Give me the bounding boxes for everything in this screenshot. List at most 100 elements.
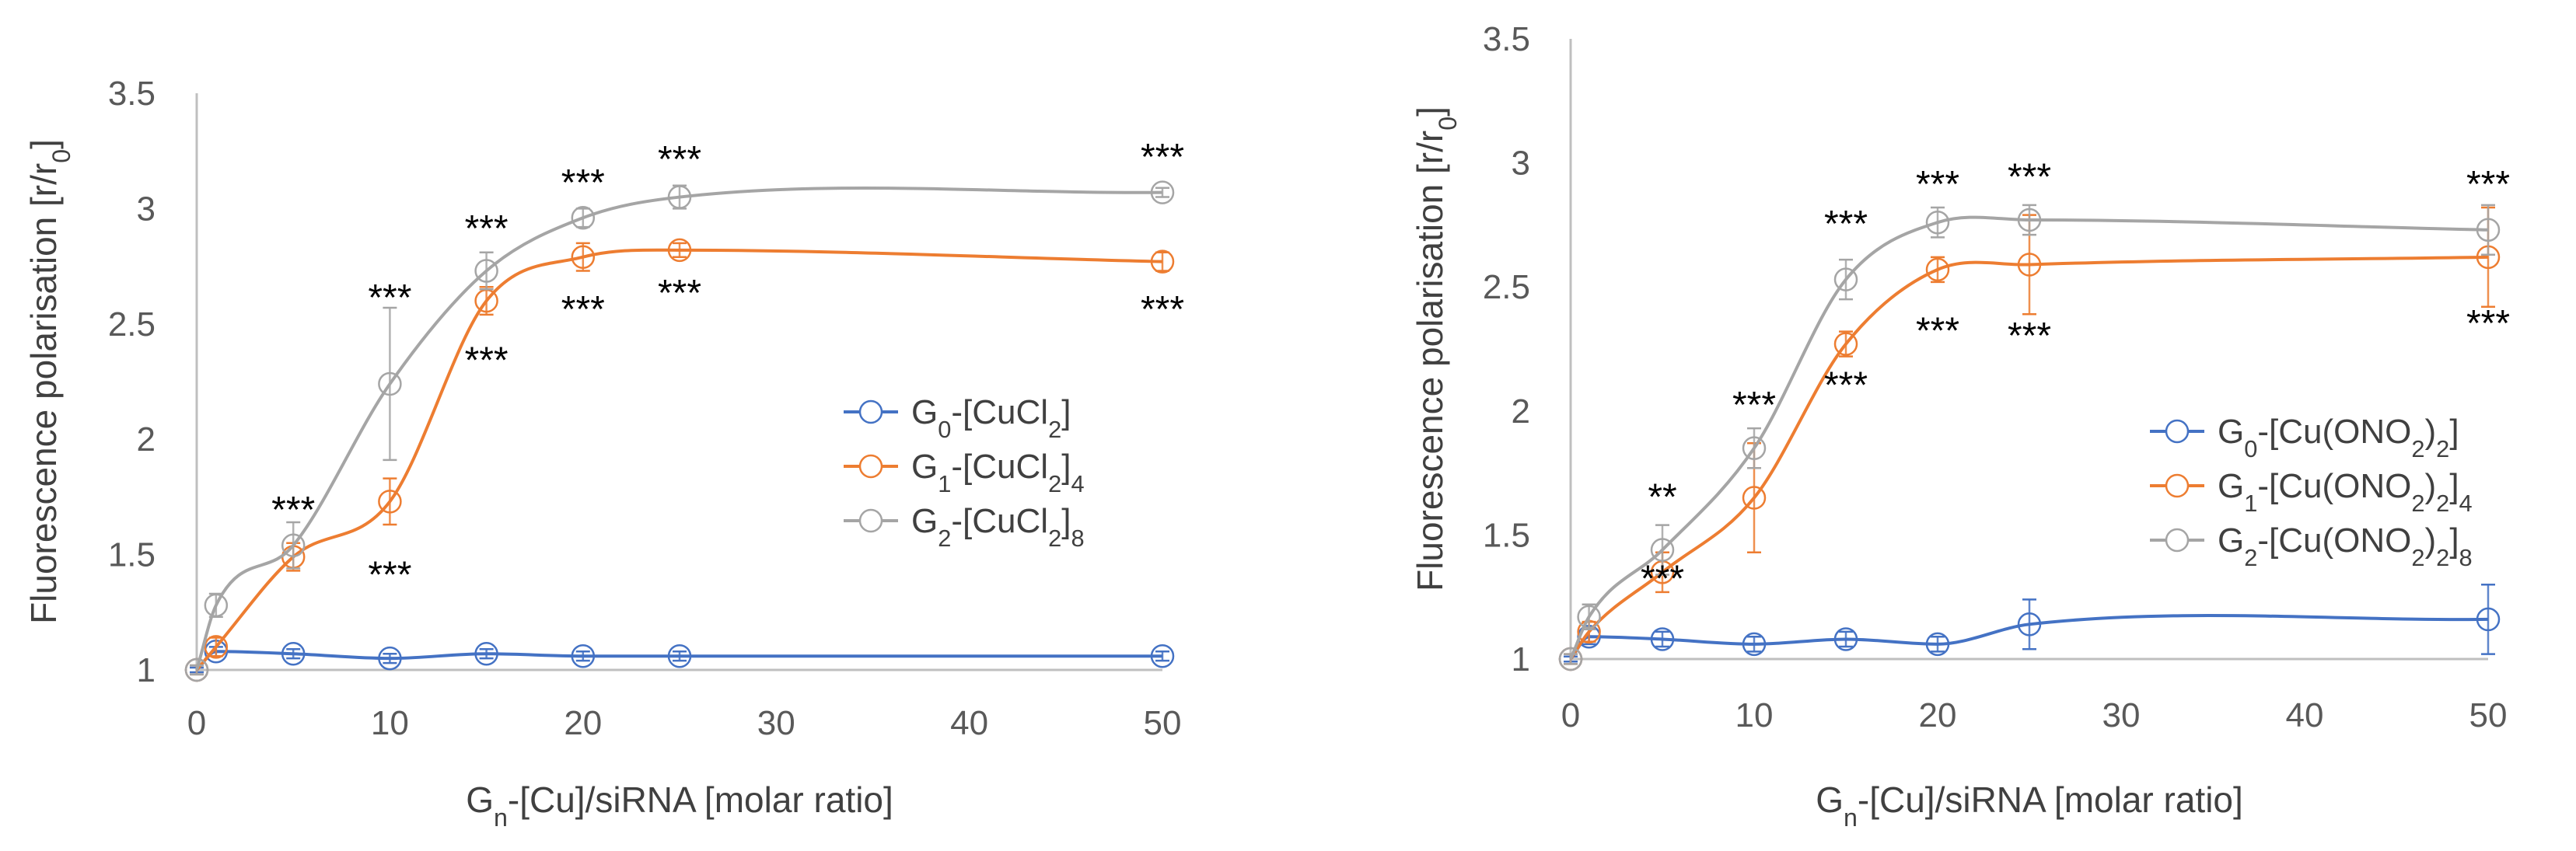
x-tick-label: 50	[1144, 704, 1182, 742]
y-tick-label: 1.5	[108, 536, 156, 574]
series-line	[195, 650, 1162, 671]
data-point	[1558, 647, 1583, 671]
legend-marker	[2165, 528, 2190, 553]
data-point	[1833, 627, 1858, 651]
significance-label: ***	[1732, 385, 1776, 426]
data-point	[281, 641, 306, 666]
significance-label: ***	[465, 340, 509, 381]
data-point	[571, 643, 596, 668]
significance-label: ***	[2466, 303, 2510, 344]
x-tick-label: 10	[371, 704, 409, 742]
data-point	[2476, 607, 2501, 632]
y-tick-label: 2.5	[1483, 268, 1530, 306]
legend-label: G0-[Cu(ONO2)2]	[2218, 413, 2459, 462]
data-point	[378, 371, 402, 396]
data-point	[1650, 538, 1675, 562]
series-line	[195, 248, 1163, 671]
legend-item: G0-[Cu(ONO2)2]	[2150, 413, 2459, 462]
data-point	[474, 259, 498, 283]
data-point	[1833, 332, 1858, 356]
data-point	[667, 238, 692, 263]
x-tick-label: 50	[2469, 696, 2508, 734]
data-point	[667, 185, 692, 209]
significance-label: ***	[2008, 157, 2051, 198]
series-0	[184, 640, 1175, 682]
data-point	[204, 635, 229, 659]
data-point	[2476, 218, 2501, 242]
significance-label: ***	[1641, 559, 1684, 600]
data-point	[281, 533, 306, 557]
legend-item: G1-[CuCl2]4	[844, 448, 1085, 497]
legend-marker	[858, 454, 883, 479]
legend: G0-[Cu(ONO2)2] G1-[Cu(ONO2)2]4G2-[Cu(ONO2…	[2150, 413, 2473, 571]
series-2	[1558, 204, 2501, 671]
legend-item: G2-[CuCl2]8	[844, 502, 1085, 552]
series-0	[1558, 583, 2501, 671]
y-tick-label: 3	[1512, 145, 1530, 183]
x-tick-label: 30	[2102, 696, 2141, 734]
x-tick-label: 40	[2286, 696, 2324, 734]
significance-label: ***	[1824, 204, 1868, 245]
y-axis-label: Fluorescence polarisation [r/r0]	[1410, 106, 1462, 591]
data-point	[184, 657, 209, 682]
data-point	[378, 490, 402, 514]
significance-label: ***	[1916, 164, 1959, 205]
legend-label: G0-[CuCl2]	[911, 393, 1071, 443]
significance-label: ***	[658, 139, 701, 180]
legend-item: G1-[Cu(ONO2)2]4	[2150, 467, 2473, 517]
significance-label: **	[1648, 476, 1676, 518]
y-tick-label: 1	[1512, 640, 1530, 678]
significance-label: ***	[1916, 310, 1959, 351]
significance-label: ***	[465, 208, 509, 249]
data-point	[1925, 257, 1950, 282]
data-point	[1925, 210, 1950, 235]
data-point	[571, 206, 596, 230]
legend-marker	[858, 399, 883, 424]
significance-label: ***	[2008, 316, 2051, 357]
legend-marker	[2165, 473, 2190, 498]
data-point	[571, 245, 596, 269]
data-point	[1150, 249, 1175, 274]
x-tick-label: 30	[757, 704, 795, 742]
legend-marker	[858, 508, 883, 533]
significance-label: ***	[368, 554, 411, 595]
data-point	[2017, 612, 2042, 637]
data-point	[2017, 208, 2042, 232]
data-point	[1150, 643, 1175, 668]
data-point	[1742, 632, 1767, 657]
y-tick-label: 2	[1512, 392, 1530, 431]
legend-item: G0-[CuCl2]	[844, 393, 1071, 443]
y-tick-label: 2.5	[108, 305, 156, 344]
significance-label: ***	[1141, 289, 1184, 330]
significance-label: ***	[2466, 164, 2510, 205]
x-tick-label: 20	[1919, 696, 1957, 734]
legend-label: G1-[CuCl2]4	[911, 448, 1085, 497]
legend-label: G2-[CuCl2]8	[911, 502, 1085, 552]
series-line	[1569, 614, 2489, 661]
series-2	[184, 180, 1175, 682]
data-point	[1577, 605, 1601, 629]
significance-label: ***	[1824, 365, 1868, 406]
series-line	[195, 186, 1163, 671]
y-tick-label: 3.5	[108, 75, 156, 113]
significance-label: ***	[658, 273, 701, 314]
y-tick-label: 1.5	[1483, 516, 1530, 554]
x-tick-label: 10	[1735, 696, 1774, 734]
legend-label: G1-[Cu(ONO2)2]4	[2218, 467, 2473, 517]
y-axis-label: Fluorescence polarisation [r/r0]	[23, 139, 75, 624]
significance-label: ***	[1141, 137, 1184, 178]
significance-label: ***	[271, 490, 315, 531]
data-point	[1925, 632, 1950, 657]
data-point	[2017, 253, 2042, 277]
y-tick-label: 3.5	[1483, 20, 1530, 58]
data-point	[1650, 627, 1675, 651]
y-tick-label: 1	[137, 651, 156, 689]
series-line	[1569, 255, 2489, 661]
data-point	[378, 646, 402, 671]
legend-label: G2-[Cu(ONO2)2]8	[2218, 521, 2473, 571]
y-tick-label: 3	[137, 190, 156, 228]
data-point	[474, 641, 498, 666]
series-line	[1569, 215, 2489, 660]
data-point	[1150, 180, 1175, 204]
